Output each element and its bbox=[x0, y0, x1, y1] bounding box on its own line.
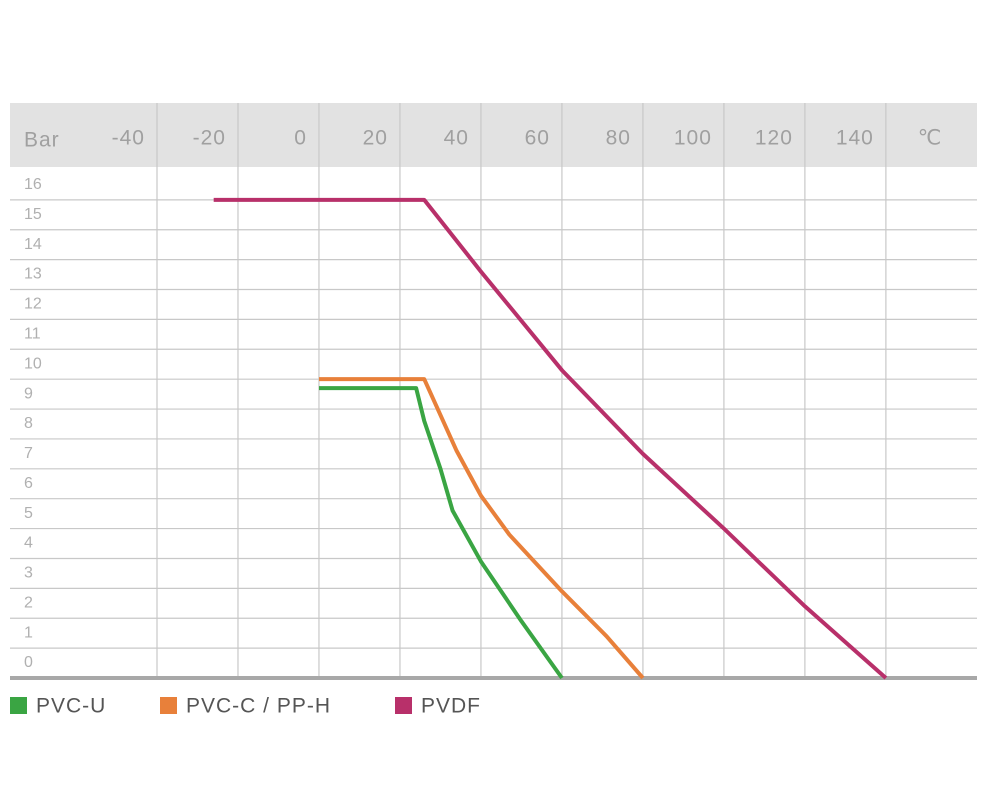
x-tick-label: 80 bbox=[606, 127, 631, 150]
header-band bbox=[10, 103, 977, 167]
y-tick-label: 7 bbox=[24, 445, 33, 462]
y-tick-label: 16 bbox=[24, 176, 42, 193]
y-axis-label: Bar bbox=[24, 129, 60, 152]
x-tick-label: 60 bbox=[525, 127, 550, 150]
legend-label: PVC-C / PP-H bbox=[186, 695, 331, 718]
lines bbox=[213, 197, 888, 680]
y-tick-label: 14 bbox=[24, 236, 42, 253]
legend-swatch bbox=[160, 697, 177, 714]
legend-label: PVC-U bbox=[36, 695, 106, 718]
y-tick-label: 5 bbox=[24, 505, 33, 522]
legend-swatch bbox=[395, 697, 412, 714]
y-tick-label: 8 bbox=[24, 415, 33, 432]
y-tick-label: 9 bbox=[24, 385, 33, 402]
x-tick-label: 120 bbox=[755, 127, 793, 150]
series-line bbox=[213, 197, 888, 680]
y-tick-label: 10 bbox=[24, 355, 42, 372]
x-tick-label: 20 bbox=[363, 127, 388, 150]
series-line bbox=[318, 386, 564, 680]
y-tick-label: 11 bbox=[24, 326, 41, 343]
x-axis-label: ℃ bbox=[918, 127, 943, 150]
y-tick-label: 1 bbox=[24, 624, 33, 641]
y-tick-label: 2 bbox=[24, 594, 33, 611]
x-tick-label: -20 bbox=[193, 127, 226, 150]
x-tick-label: 0 bbox=[294, 127, 307, 150]
series-line bbox=[318, 377, 645, 680]
x-tick-label: -40 bbox=[112, 127, 145, 150]
y-tick-label: 12 bbox=[24, 296, 42, 313]
y-tick-label: 3 bbox=[24, 565, 33, 582]
y-tick-label: 0 bbox=[24, 654, 33, 671]
legend-swatch bbox=[10, 697, 27, 714]
y-tick-label: 4 bbox=[24, 535, 33, 552]
x-tick-label: 40 bbox=[444, 127, 469, 150]
legend-label: PVDF bbox=[421, 695, 481, 718]
y-tick-label: 13 bbox=[24, 266, 42, 283]
x-tick-label: 140 bbox=[836, 127, 874, 150]
y-tick-label: 6 bbox=[24, 475, 33, 492]
legend: PVC-U PVC-C / PP-H PVDF bbox=[10, 695, 481, 718]
x-tick-label: 100 bbox=[674, 127, 712, 150]
y-tick-label: 15 bbox=[24, 206, 42, 223]
